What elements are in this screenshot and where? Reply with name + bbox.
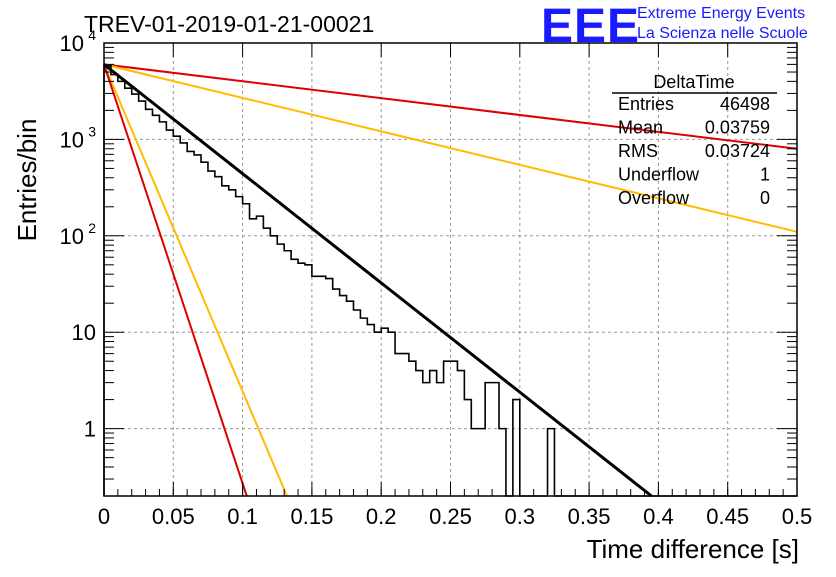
x-tick-label: 0.2 [366, 504, 397, 529]
x-tick-label: 0.35 [568, 504, 611, 529]
x-tick-label: 0.45 [706, 504, 749, 529]
fit-line [103, 63, 653, 498]
stats-row-label: Underflow [618, 165, 700, 185]
stats-row-value: 0.03724 [705, 141, 770, 161]
stats-row-label: Overflow [618, 188, 690, 208]
x-tick-label: 0 [98, 504, 110, 529]
x-tick-label: 0.4 [643, 504, 674, 529]
x-axis-title: Time difference [s] [587, 534, 799, 564]
y-tick-label: 1 [84, 417, 96, 442]
y-tick-exponent: 3 [88, 123, 96, 139]
x-tick-labels: 0 0.05 0.1 0.15 0.2 0.25 0.3 0.35 0.4 0.45 0.5 [98, 504, 812, 529]
stats-row-label: Mean [618, 118, 663, 138]
grid-layer [104, 43, 797, 496]
tick-layer [103, 42, 798, 497]
reference-line-1 [103, 63, 798, 150]
x-tick-label: 0.05 [152, 504, 195, 529]
stats-box: DeltaTime Entries 46498 Mean 0.03759 RMS 0.03… [612, 72, 777, 208]
histogram-steps [103, 65, 797, 497]
stats-row-value: 0 [760, 188, 770, 208]
y-tick-label: 10 [72, 320, 96, 345]
series-layer [103, 63, 798, 497]
stats-rows: Entries 46498 Mean 0.03759 RMS 0.03724Underfl… [618, 94, 770, 208]
y-tick-label: 10 [60, 224, 84, 249]
stats-row-label: RMS [618, 141, 658, 161]
y-tick-exponent: 2 [88, 220, 96, 236]
brand-line-1: Extreme Energy Events [637, 5, 805, 22]
x-tick-label: 0.5 [782, 504, 813, 529]
x-tick-label: 0.25 [429, 504, 472, 529]
x-tick-label: 0.3 [505, 504, 536, 529]
reference-line-3 [103, 63, 288, 497]
chart-title: TREV-01-2019-01-21-00021 [84, 11, 374, 37]
y-tick-label: 10 [60, 127, 84, 152]
reference-line-4 [103, 64, 248, 497]
reference-line-2 [103, 63, 798, 233]
stats-row-value: 0.03759 [705, 118, 770, 138]
stats-title: DeltaTime [653, 72, 734, 92]
stats-row-value: 46498 [720, 94, 770, 114]
y-axis-title: Entries/bin [12, 119, 42, 242]
y-tick-exponent: 4 [88, 27, 96, 43]
x-tick-label: 0.1 [227, 504, 258, 529]
stats-row-label: Entries [618, 94, 674, 114]
brand-line-2: La Scienza nelle Scuole [637, 25, 808, 42]
stats-row-value: 1 [760, 165, 770, 185]
y-tick-label: 10 [60, 31, 84, 56]
x-tick-label: 0.15 [290, 504, 333, 529]
brand-logo: EEE [541, 0, 640, 53]
